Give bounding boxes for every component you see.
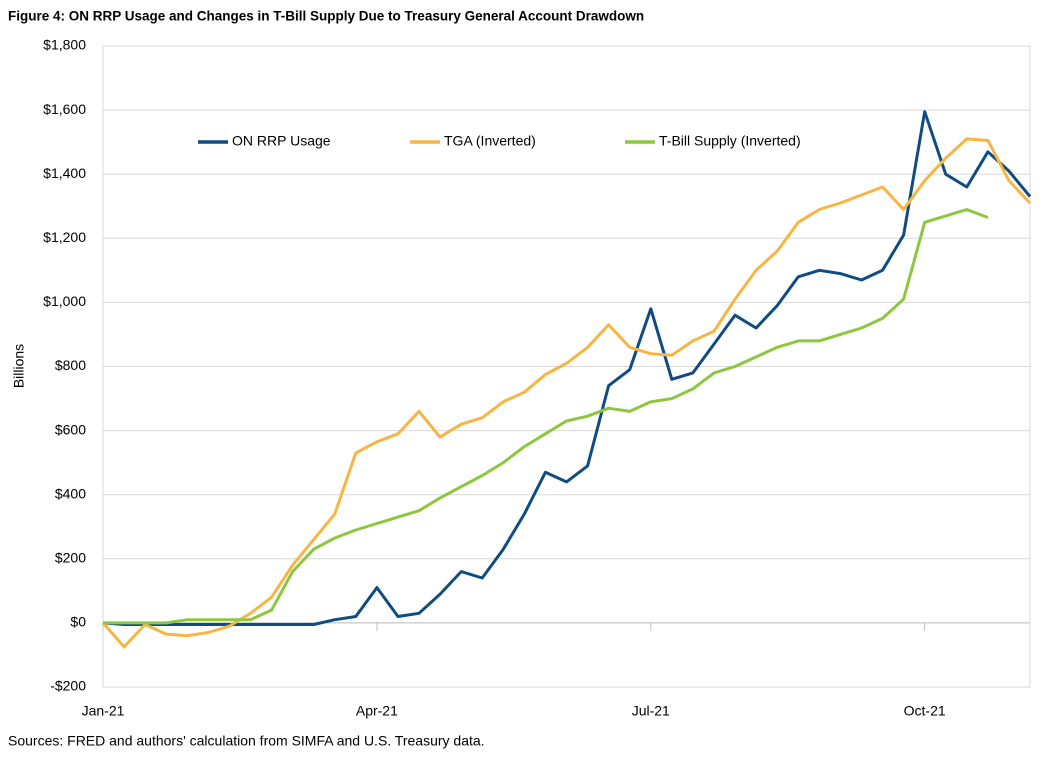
source-note: Sources: FRED and authors' calculation f…: [8, 733, 485, 749]
y-tick-label: $0: [70, 614, 86, 630]
chart-title: Figure 4: ON RRP Usage and Changes in T-…: [8, 9, 644, 24]
legend-label: T-Bill Supply (Inverted): [659, 133, 801, 149]
y-tick-label: -$200: [50, 678, 86, 694]
series-line: [103, 208, 989, 625]
x-tick-label: Jan-21: [82, 703, 125, 719]
y-tick-label: $1,800: [43, 37, 86, 53]
y-tick-label: $1,400: [43, 165, 86, 181]
legend-label: ON RRP Usage: [232, 133, 331, 149]
legend-label: TGA (Inverted): [444, 133, 536, 149]
y-tick-label: $600: [55, 421, 86, 437]
y-axis-title: Billions: [11, 344, 27, 388]
x-tick-label: Apr-21: [356, 703, 398, 719]
x-tick-label: Oct-21: [904, 703, 946, 719]
y-tick-label: $1,000: [43, 293, 86, 309]
y-tick-label: $200: [55, 550, 86, 566]
y-tick-label: $400: [55, 485, 86, 501]
y-tick-label: $1,200: [43, 229, 86, 245]
x-tick-label: Jul-21: [632, 703, 670, 719]
series-line: [102, 110, 1032, 626]
y-tick-label: $800: [55, 357, 86, 373]
y-tick-label: $1,600: [43, 101, 86, 117]
plot-frame: [102, 45, 1031, 688]
series-line: [101, 137, 1032, 649]
